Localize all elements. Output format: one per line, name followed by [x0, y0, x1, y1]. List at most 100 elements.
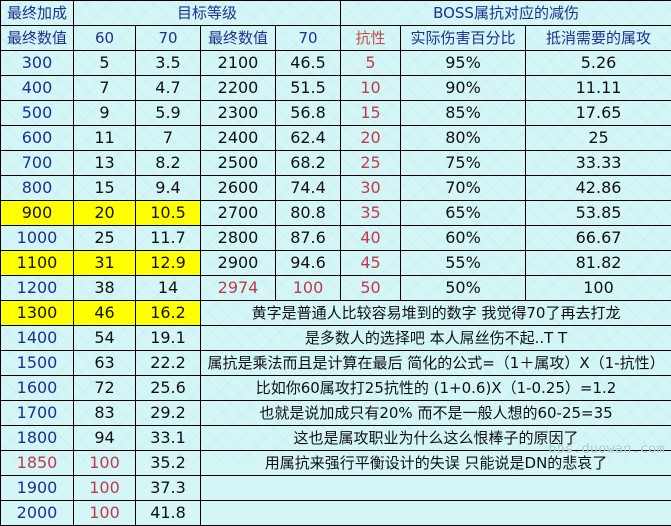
cell-c7: 75%: [401, 151, 526, 176]
cell-c2: 83: [74, 401, 136, 426]
cell-c1: 1400: [1, 326, 74, 351]
cell-c7: 65%: [401, 201, 526, 226]
cell-c3: 3.5: [136, 51, 201, 76]
cell-c1: 1300: [1, 301, 74, 326]
cell-c2: 94: [74, 426, 136, 451]
header-c5: 70: [276, 26, 341, 51]
cell-c2: 11: [74, 126, 136, 151]
cell-c4: 2600: [201, 176, 276, 201]
cell-c2: 15: [74, 176, 136, 201]
cell-c2: 100: [74, 476, 136, 501]
cell-c3: 11.7: [136, 226, 201, 251]
cell-c6: 45: [341, 251, 401, 276]
cell-c7: 60%: [401, 226, 526, 251]
cell-c2: 7: [74, 76, 136, 101]
cell-c4: 2700: [201, 201, 276, 226]
cell-c2: 38: [74, 276, 136, 301]
cell-c2: 63: [74, 351, 136, 376]
header-c2: 60: [74, 26, 136, 51]
cell-c2: 25: [74, 226, 136, 251]
cell-c1: 1800: [1, 426, 74, 451]
header-c8: 抵消需要的属攻: [526, 26, 671, 51]
cell-c2: 100: [74, 451, 136, 476]
cell-c5: 56.8: [276, 101, 341, 126]
cell-c2: 72: [74, 376, 136, 401]
cell-c7: 55%: [401, 251, 526, 276]
header-c6: 抗性: [341, 26, 401, 51]
cell-c2: 13: [74, 151, 136, 176]
annotation-text: [201, 501, 671, 526]
cell-c3: 16.2: [136, 301, 201, 326]
header-group-boss-resist: BOSS属抗对应的减伤: [341, 1, 671, 26]
cell-c7: 85%: [401, 101, 526, 126]
header-c7: 实际伤害百分比: [401, 26, 526, 51]
annotation-text: 黄字是普通人比较容易堆到的数字 我觉得70了再去打龙: [201, 301, 671, 326]
cell-c2: 9: [74, 101, 136, 126]
cell-c4: 2100: [201, 51, 276, 76]
cell-c2: 46: [74, 301, 136, 326]
header-group-final-bonus: 最终加成: [1, 1, 74, 26]
cell-c7: 50%: [401, 276, 526, 301]
cell-c6: 40: [341, 226, 401, 251]
annotation-text: [201, 476, 671, 501]
cell-c8: 33.33: [526, 151, 671, 176]
cell-c8: 25: [526, 126, 671, 151]
cell-c8: 66.67: [526, 226, 671, 251]
cell-c8: 81.82: [526, 251, 671, 276]
cell-c6: 10: [341, 76, 401, 101]
cell-c6: 25: [341, 151, 401, 176]
cell-c7: 70%: [401, 176, 526, 201]
annotation-text: 属抗是乘法而且是计算在最后 简化的公式=（1＋属攻）X（1-抗性）: [201, 351, 671, 376]
cell-c3: 12.9: [136, 251, 201, 276]
cell-c3: 7: [136, 126, 201, 151]
cell-c1: 1900: [1, 476, 74, 501]
cell-c1: 500: [1, 101, 74, 126]
cell-c3: 37.3: [136, 476, 201, 501]
cell-c1: 1000: [1, 226, 74, 251]
cell-c4: 2500: [201, 151, 276, 176]
cell-c1: 1500: [1, 351, 74, 376]
cell-c1: 1100: [1, 251, 74, 276]
cell-c6: 15: [341, 101, 401, 126]
cell-c3: 33.1: [136, 426, 201, 451]
cell-c1: 1600: [1, 376, 74, 401]
cell-c2: 5: [74, 51, 136, 76]
cell-c4: 2400: [201, 126, 276, 151]
header-group-target-level: 目标等级: [74, 1, 341, 26]
cell-c3: 25.6: [136, 376, 201, 401]
cell-c3: 10.5: [136, 201, 201, 226]
cell-c5: 46.5: [276, 51, 341, 76]
cell-c8: 11.11: [526, 76, 671, 101]
cell-c8: 17.65: [526, 101, 671, 126]
annotation-text: 是多数人的选择吧 本人屌丝伤不起..T T: [201, 326, 671, 351]
cell-c2: 31: [74, 251, 136, 276]
cell-c6: 5: [341, 51, 401, 76]
cell-c3: 22.2: [136, 351, 201, 376]
cell-c5: 68.2: [276, 151, 341, 176]
cell-c3: 8.2: [136, 151, 201, 176]
cell-c3: 35.2: [136, 451, 201, 476]
cell-c7: 95%: [401, 51, 526, 76]
cell-c4: 2974: [201, 276, 276, 301]
cell-c3: 29.2: [136, 401, 201, 426]
cell-c7: 80%: [401, 126, 526, 151]
cell-c3: 9.4: [136, 176, 201, 201]
cell-c5: 74.4: [276, 176, 341, 201]
cell-c3: 5.9: [136, 101, 201, 126]
cell-c1: 1850: [1, 451, 74, 476]
cell-c1: 700: [1, 151, 74, 176]
cell-c8: 53.85: [526, 201, 671, 226]
